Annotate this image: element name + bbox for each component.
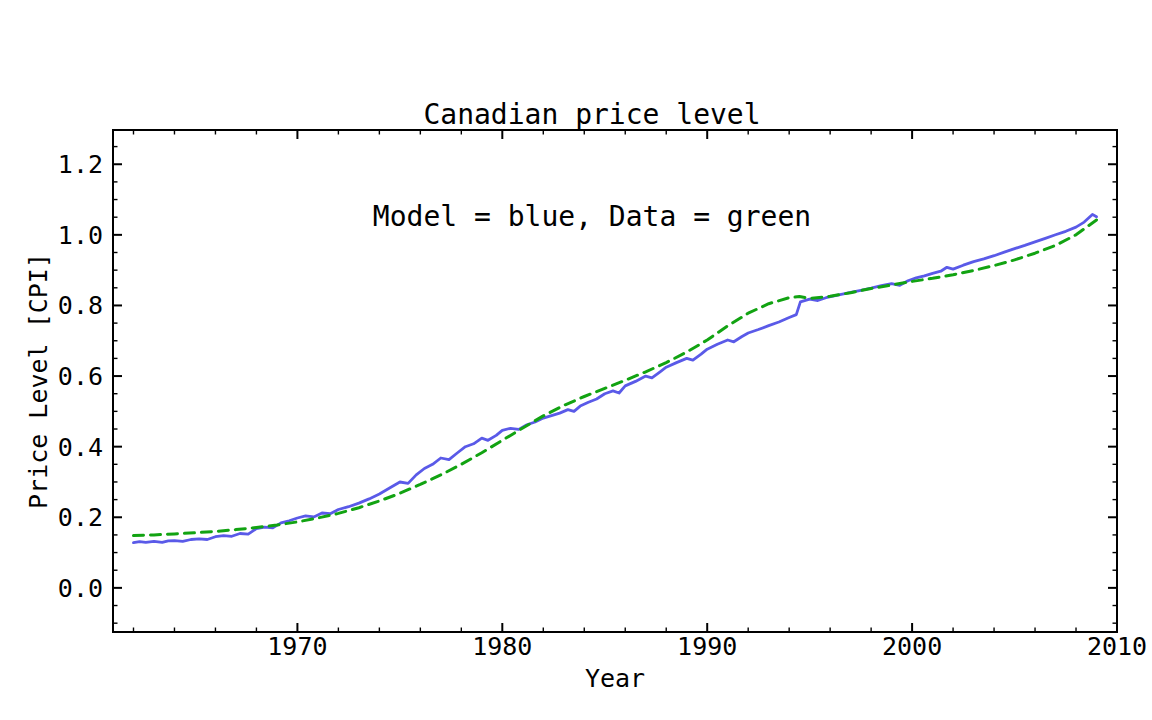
chart-title-block: Canadian price level Model = blue, Data … <box>32 30 1152 302</box>
svg-text:0.0: 0.0 <box>58 574 103 603</box>
svg-text:1980: 1980 <box>472 632 532 661</box>
svg-text:1990: 1990 <box>677 632 737 661</box>
svg-text:0.4: 0.4 <box>58 433 103 462</box>
x-axis-label: Year <box>585 664 645 693</box>
svg-text:0.6: 0.6 <box>58 362 103 391</box>
svg-text:1970: 1970 <box>267 632 327 661</box>
svg-text:0.2: 0.2 <box>58 503 103 532</box>
x-tick-labels: 1970 1980 1990 2000 2010 <box>267 632 1147 661</box>
svg-text:2000: 2000 <box>882 632 942 661</box>
chart-figure: Canadian price level Model = blue, Data … <box>0 0 1152 720</box>
chart-subtitle: Model = blue, Data = green <box>32 200 1152 234</box>
svg-text:2010: 2010 <box>1087 632 1147 661</box>
chart-title: Canadian price level <box>32 98 1152 132</box>
y-axis-label: Price Level [CPI] <box>24 253 53 509</box>
